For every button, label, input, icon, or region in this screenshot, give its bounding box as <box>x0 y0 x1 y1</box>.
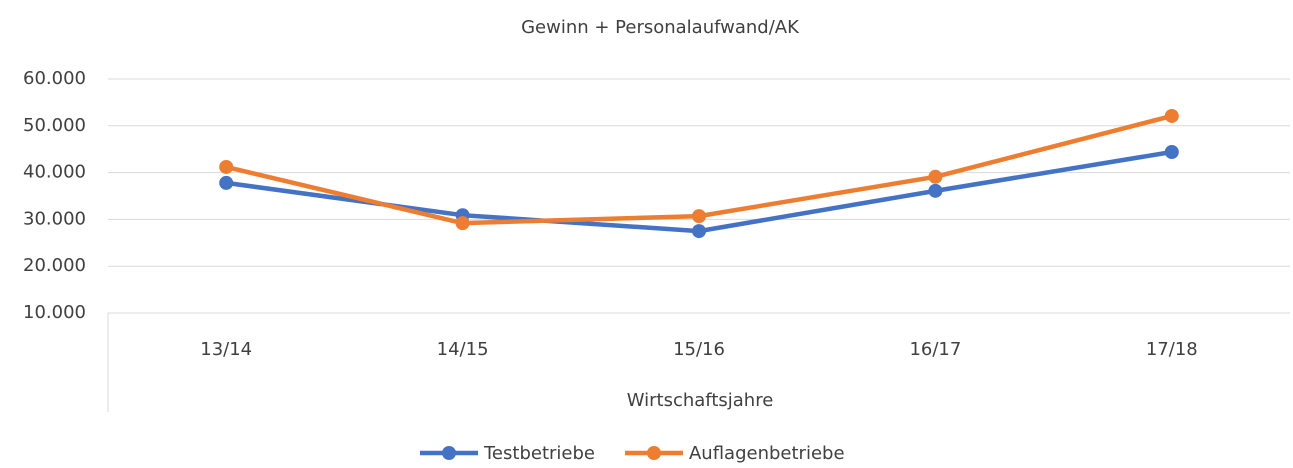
y-tick-label: 10.000 <box>23 302 86 323</box>
y-tick-label: 30.000 <box>23 208 86 229</box>
y-tick-label: 40.000 <box>23 162 86 183</box>
data-point <box>219 159 234 174</box>
x-tick-label: 17/18 <box>1146 339 1198 360</box>
legend-marker <box>646 446 661 460</box>
legend-label: Testbetriebe <box>483 443 595 464</box>
data-point <box>692 224 706 239</box>
y-tick-label: 20.000 <box>23 255 86 276</box>
x-axis-label: Wirtschaftsjahre <box>627 390 774 411</box>
legend-marker <box>442 446 456 460</box>
data-point <box>1164 108 1179 123</box>
data-point <box>928 183 943 198</box>
y-tick-label: 50.000 <box>23 115 86 136</box>
x-tick-label: 15/16 <box>673 339 725 360</box>
legend-label: Auflagenbetriebe <box>689 443 845 464</box>
data-point <box>1164 145 1179 160</box>
data-point <box>692 209 706 224</box>
x-tick-label: 13/14 <box>200 339 252 360</box>
y-tick-label: 60.000 <box>23 68 86 89</box>
data-point <box>219 175 234 190</box>
x-tick-label: 14/15 <box>437 339 489 360</box>
data-point <box>455 216 470 231</box>
chart-title: Gewinn + Personalaufwand/AK <box>521 17 800 38</box>
x-tick-label: 16/17 <box>909 339 961 360</box>
data-point <box>928 169 943 184</box>
